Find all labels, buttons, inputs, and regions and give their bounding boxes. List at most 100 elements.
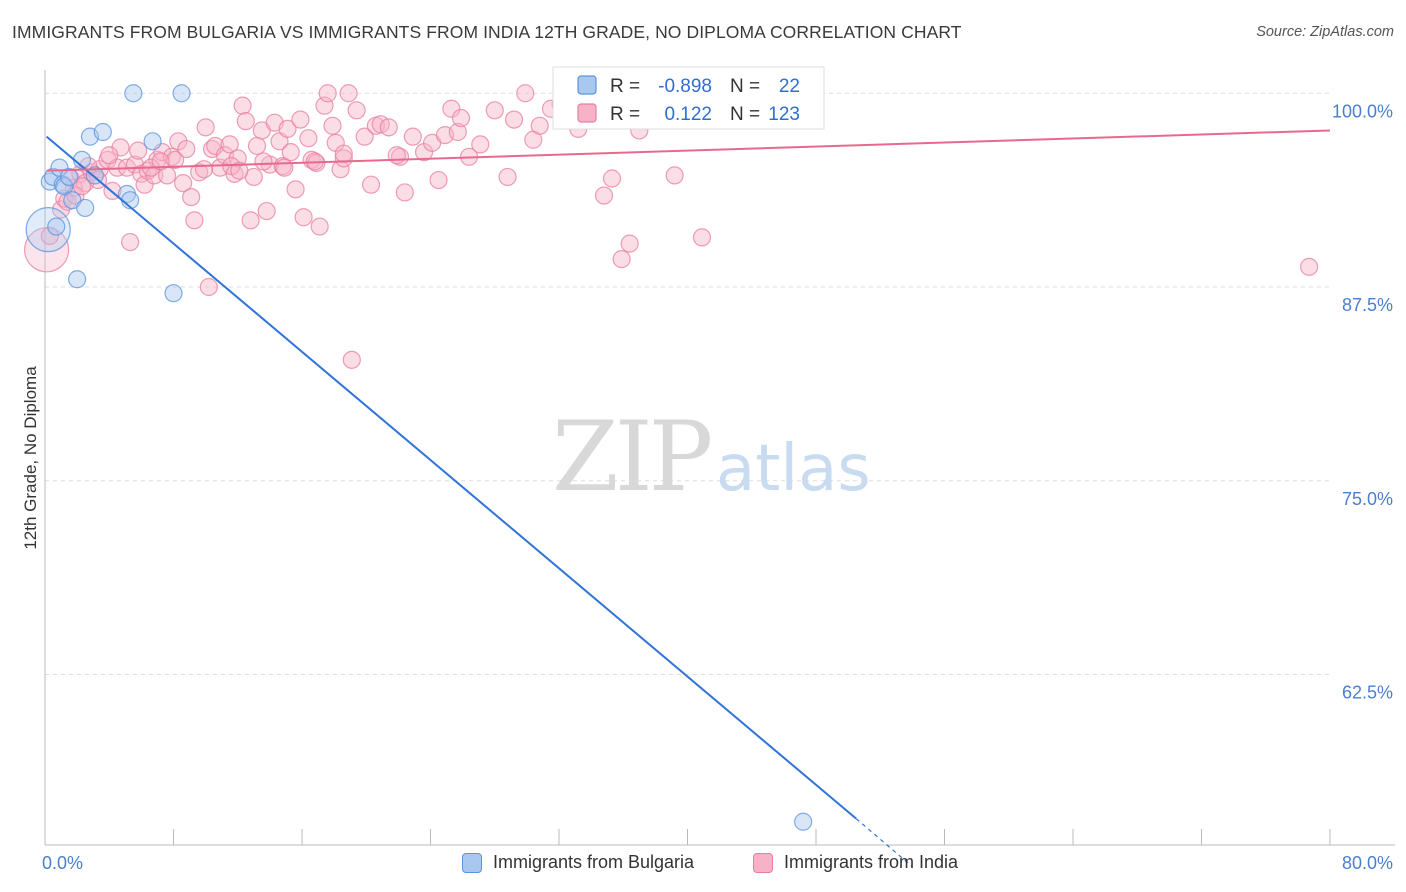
bulgaria-point	[143, 132, 162, 151]
legend-n-value-bulgaria: 22	[779, 76, 800, 97]
india-point	[342, 350, 361, 369]
india-point	[530, 116, 549, 135]
bulgaria-point	[50, 158, 69, 177]
india-point	[194, 160, 214, 179]
india-point	[692, 228, 712, 247]
india-point	[129, 141, 148, 160]
bulgaria-point	[124, 84, 143, 103]
india-point	[40, 226, 59, 245]
india-point	[451, 108, 471, 128]
bulgaria-point	[68, 270, 87, 289]
india-point	[339, 84, 358, 103]
india-point	[594, 186, 614, 205]
india-point	[429, 170, 448, 190]
india-point	[185, 211, 204, 230]
india-point	[199, 277, 218, 297]
bulgaria-point	[76, 198, 95, 218]
india-point	[291, 110, 310, 129]
india-point	[485, 101, 504, 120]
india-point	[190, 163, 209, 182]
y-tick-label: 75.0%	[1342, 489, 1393, 509]
series-legend-bulgaria: Immigrants from Bulgaria	[462, 852, 694, 873]
india-point	[318, 84, 337, 103]
india-point	[230, 161, 249, 180]
legend-n-value-india: 123	[768, 104, 800, 125]
india-point	[498, 167, 517, 187]
india-point	[196, 118, 215, 137]
series-legend-india: Immigrants from India	[753, 852, 958, 873]
source-label: Source: ZipAtlas.com	[1256, 24, 1394, 40]
points-india	[24, 84, 1319, 369]
bulgaria-point	[55, 177, 74, 196]
series-legend: Immigrants from Bulgaria Immigrants from…	[0, 852, 1406, 878]
india-point	[233, 96, 252, 115]
india-point	[254, 152, 273, 171]
legend-frame	[552, 66, 825, 130]
watermark: ZIP atlas	[552, 401, 871, 513]
points-bulgaria	[25, 84, 813, 831]
india-point	[206, 136, 225, 156]
india-point	[620, 234, 639, 253]
india-point	[1300, 257, 1319, 276]
india-point	[395, 183, 414, 202]
india-point	[236, 112, 255, 131]
india-point	[281, 143, 300, 162]
grid-layer: 100.0% 87.5% 75.0% 62.5%	[45, 92, 1393, 703]
chart-title: IMMIGRANTS FROM BULGARIA VS IMMIGRANTS F…	[12, 22, 962, 42]
india-point	[286, 180, 305, 199]
india-point	[275, 158, 294, 177]
india-point	[100, 146, 119, 165]
india-point	[361, 175, 381, 194]
correlation-legend: R = -0.898 N = 22 R = 0.122 N = 123	[552, 66, 825, 130]
india-point	[72, 177, 92, 196]
legend-swatch-india	[577, 103, 597, 123]
trend-layer	[45, 129, 1331, 868]
legend-n-label-india: N =	[730, 104, 760, 125]
india-point	[471, 135, 490, 154]
bulgaria-point	[794, 812, 813, 831]
bulgaria-point	[164, 284, 183, 303]
india-point	[602, 169, 622, 188]
india-point	[310, 217, 329, 236]
india-point	[220, 135, 239, 154]
bulgaria-trendline	[45, 135, 857, 820]
india-point	[403, 127, 422, 146]
series-label-india: Immigrants from India	[784, 852, 959, 872]
series-swatch-bulgaria	[462, 852, 482, 873]
bulgaria-point	[93, 122, 112, 142]
india-point	[278, 119, 297, 138]
axes-layer	[44, 70, 1395, 846]
india-point	[241, 211, 260, 230]
india-point	[257, 201, 276, 221]
india-point	[166, 150, 185, 169]
india-point	[612, 250, 631, 269]
india-point	[442, 99, 461, 118]
bulgaria-point	[47, 217, 66, 236]
bulgaria-point	[59, 167, 79, 187]
y-axis-label: 12th Grade, No Diploma	[21, 366, 40, 550]
india-trendline	[46, 129, 1331, 172]
india-point	[174, 174, 193, 193]
legend-n-label-bulgaria: N =	[730, 76, 760, 97]
india-point	[151, 152, 170, 171]
x-tick-label-max: 80.0%	[1342, 853, 1393, 873]
india-point	[121, 232, 140, 252]
bulgaria-point	[172, 84, 191, 103]
legend-r-value-bulgaria: -0.898	[658, 76, 712, 97]
india-point	[355, 127, 374, 146]
india-point	[504, 110, 524, 129]
watermark-atlas: atlas	[716, 432, 871, 506]
india-point	[294, 208, 313, 227]
y-tick-label: 100.0%	[1332, 101, 1393, 121]
y-tick-label: 87.5%	[1342, 295, 1393, 315]
india-point	[323, 116, 342, 135]
india-point	[334, 144, 353, 163]
legend-r-label-bulgaria: R =	[610, 76, 640, 97]
india-point	[387, 146, 406, 165]
india-point	[516, 84, 535, 103]
india-point	[135, 175, 154, 194]
watermark-zip: ZIP	[552, 401, 711, 513]
india-point	[162, 147, 181, 166]
legend-r-value-india: 0.122	[664, 104, 712, 125]
